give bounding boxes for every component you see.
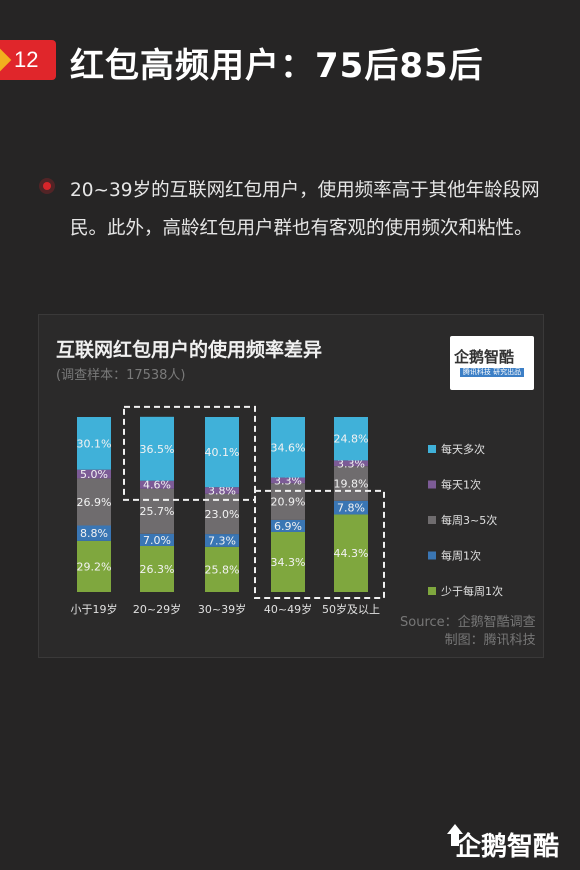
x-tick-label: 40~49岁 [264,602,312,616]
logo-text: 企鹅智酷 [454,348,515,366]
page-title: 红包高频用户：75后85后 [70,46,484,86]
chart-subtitle: (调查样本：17538人) [56,368,186,383]
legend-swatch [428,551,436,560]
bar-segment [271,531,305,592]
data-label: 19.8% [334,478,369,491]
bullet-text: 20~39岁的互联网红包用户，使用频率高于其他年龄段网民。此外，高龄红包用户群也… [70,180,540,239]
data-label: 30.1% [77,437,112,450]
logo-subtext: 腾讯科技 研究出品 [460,368,524,377]
data-label: 44.3% [334,547,369,560]
bar-segment [334,460,368,467]
credit-line: 制图：腾讯科技 [444,633,536,648]
legend-swatch [428,480,436,489]
data-label: 29.2% [77,560,112,573]
legend-swatch [428,516,436,524]
bar-segment [271,483,305,520]
bar-segment [140,545,174,592]
bar-segment [77,478,111,526]
legend-label: 每周3~5次 [441,513,497,527]
bar-segment [77,469,111,479]
data-label: 7.0% [143,534,171,547]
data-label: 7.3% [208,534,236,547]
highlight-box [254,489,385,600]
bullet-dot-icon [43,182,51,190]
legend-label: 每天多次 [441,442,485,456]
data-label: 36.5% [140,443,175,456]
x-tick-label: 20~29岁 [133,602,181,616]
data-label: 26.3% [140,563,175,576]
data-label: 40.1% [205,446,240,459]
x-tick-label: 50岁及以上 [322,602,380,616]
data-label: 6.9% [274,520,302,533]
bar-segment [334,514,368,592]
highlight-box [123,405,256,501]
x-tick-label: 30~39岁 [198,602,246,616]
x-tick-label: 小于19岁 [71,602,118,616]
data-label: 23.0% [205,508,240,521]
bar-segment [205,546,239,592]
legend-label: 每天1次 [441,478,481,492]
data-label: 3.8% [208,485,236,498]
section-number-badge: 12 [0,40,56,80]
brand-text: 企鹅智酷 [455,832,560,862]
bar-segment [77,417,111,470]
data-label: 34.6% [271,441,306,454]
bar-segment [140,488,174,534]
bar-segment [205,534,239,547]
bar-segment [205,417,239,488]
bar-segment [271,477,305,484]
data-label: 7.8% [337,502,365,515]
bar-segment [140,416,174,481]
data-label: 8.8% [80,527,108,540]
bar-segment [140,480,174,489]
brand-watermark: 企鹅智酷 [445,826,559,863]
data-label: 5.0% [80,468,108,481]
legend-swatch [428,587,436,595]
chart-title: 互联网红包用户的使用频率差异 [56,339,323,361]
data-label: 4.6% [143,479,171,492]
section-number: 12 [14,47,39,72]
bar-segment [205,487,239,494]
data-label: 26.9% [77,496,112,509]
bar-segment [77,540,111,592]
legend-label: 少于每周1次 [441,584,503,598]
data-label: 20.9% [271,496,306,509]
publisher-logo: 企鹅智酷 腾讯科技 研究出品 [450,336,534,390]
bar-segment [271,519,305,532]
data-label: 25.8% [205,563,240,576]
bar-segment [140,533,174,546]
legend-swatch [428,445,436,453]
legend-label: 每周1次 [441,549,481,563]
data-label: 3.3% [274,474,302,487]
bar-segment [271,417,305,478]
data-label: 24.8% [334,433,369,446]
bar-segment [334,466,368,501]
data-label: 34.3% [271,556,306,569]
source-note: Source：企鹅智酷调查 制图：腾讯科技 [400,614,536,650]
data-label: 25.7% [140,505,175,518]
bar-segment [77,525,111,541]
bar-segment [334,417,368,461]
penguin-logo-icon [447,824,463,846]
bar-segment [334,500,368,515]
data-label: 3.3% [337,457,365,470]
source-line: Source：企鹅智酷调查 [400,615,536,630]
